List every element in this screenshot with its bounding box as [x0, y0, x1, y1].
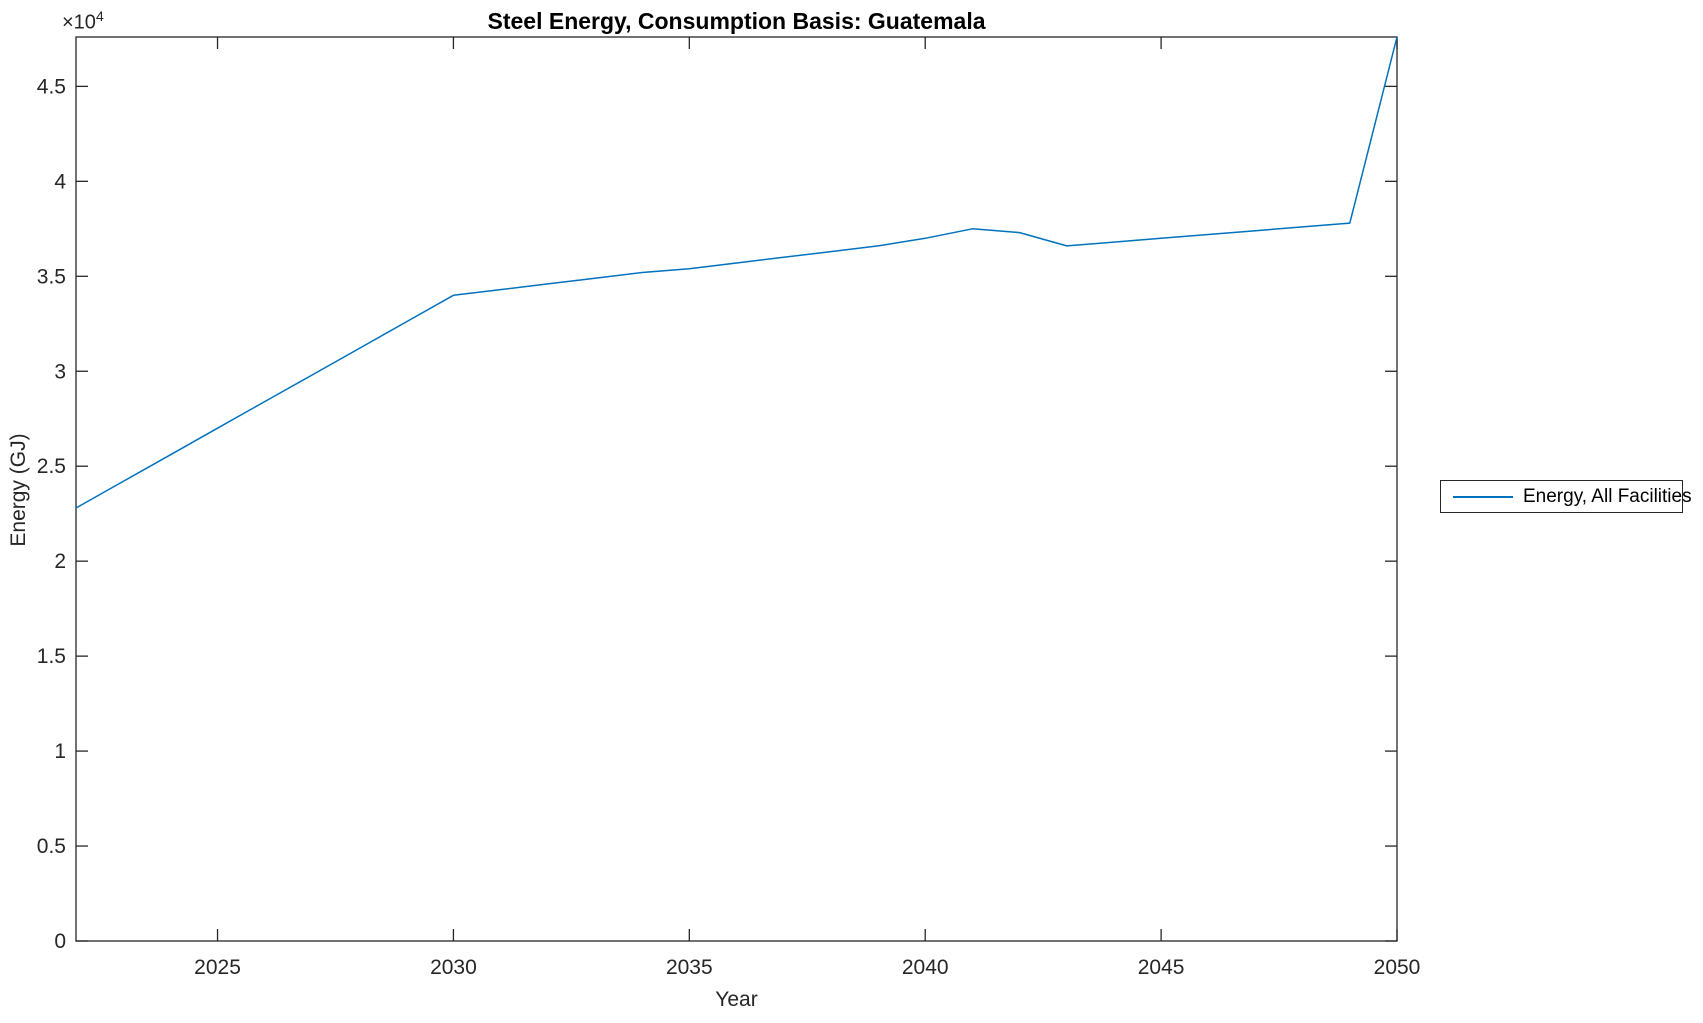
y-tick-label: 3.5 — [37, 265, 66, 288]
x-tick-label: 2025 — [194, 956, 241, 979]
series-line-Energy, All Facilities — [75, 36, 1398, 509]
x-tick-label: 2040 — [902, 956, 949, 979]
y-axis-label: Energy (GJ) — [7, 433, 30, 547]
y-tick-label: 0 — [54, 930, 66, 953]
y-tick-label: 2.5 — [37, 455, 66, 478]
axes-box — [75, 36, 1398, 942]
y-tick-label: 4.5 — [37, 75, 66, 98]
x-tick-label: 2035 — [666, 956, 713, 979]
y-tick-label: 1.5 — [37, 645, 66, 668]
y-tick-label: 1 — [54, 740, 66, 763]
x-tick-label: 2050 — [1374, 956, 1421, 979]
y-tick-label: 3 — [54, 360, 66, 383]
y-tick-label: 0.5 — [37, 835, 66, 858]
legend-box: Energy, All Facilities — [1440, 480, 1692, 513]
legend-line-sample — [1453, 495, 1513, 498]
y-axis-multiplier: ×104 — [62, 8, 104, 35]
x-tick-label: 2045 — [1138, 956, 1185, 979]
y-tick-label: 2 — [54, 550, 66, 573]
y-axis-multiplier-base: ×10 — [62, 11, 96, 34]
y-axis-multiplier-exponent: 4 — [95, 8, 104, 24]
x-tick-label: 2030 — [430, 956, 477, 979]
chart-title: Steel Energy, Consumption Basis: Guatema… — [487, 8, 986, 34]
y-tick-label: 4 — [54, 170, 66, 193]
x-axis-label: Year — [715, 988, 758, 1011]
legend-item-label: Energy, All Facilities — [1523, 485, 1692, 507]
